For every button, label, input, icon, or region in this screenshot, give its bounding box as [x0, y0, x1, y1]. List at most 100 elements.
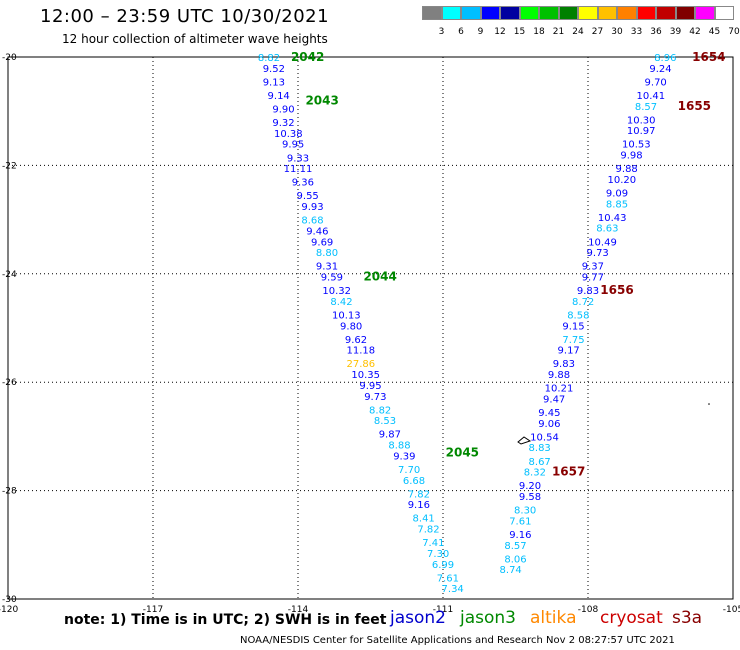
- swh-value-label: 9.95: [359, 381, 381, 392]
- swh-value-label: 10.30: [627, 115, 656, 126]
- colorbar-label: 42: [689, 27, 701, 37]
- swh-value-label: 8.96: [654, 53, 676, 64]
- swh-value-label: 8.82: [369, 405, 391, 416]
- legend-item-s3a: s3a: [672, 608, 703, 628]
- swh-value-label: 9.87: [379, 430, 401, 441]
- swh-value-label: 9.15: [562, 321, 584, 332]
- chart-subtitle: 12 hour collection of altimeter wave hei…: [62, 32, 328, 46]
- swh-value-label: 8.83: [529, 443, 551, 454]
- swh-value-label: 6.68: [403, 476, 425, 487]
- colorbar-swatch: [695, 6, 715, 20]
- swh-value-label: 9.83: [553, 359, 575, 370]
- swh-value-label: 7.61: [437, 573, 459, 584]
- swh-value-label: 8.57: [635, 102, 657, 113]
- swh-value-label: 7.70: [398, 465, 420, 476]
- swh-value-label: 9.98: [620, 151, 642, 162]
- swh-value-label: 8.80: [316, 248, 338, 259]
- swh-value-label: 9.33: [287, 153, 309, 164]
- swh-value-label: 8.30: [514, 506, 536, 517]
- colorbar-label: 39: [669, 27, 682, 37]
- swh-value-label: 10.35: [351, 370, 380, 381]
- swh-value-label: 10.21: [545, 384, 574, 395]
- x-tick-label: -111: [433, 605, 453, 615]
- swh-value-label: 9.73: [364, 392, 386, 403]
- colorbar-label: 36: [650, 27, 662, 37]
- x-tick-label: -108: [578, 605, 599, 615]
- swh-value-label: 9.14: [268, 91, 290, 102]
- colorbar-label: 18: [533, 27, 545, 37]
- swh-value-label: 9.16: [408, 500, 430, 511]
- colorbar-swatch: [636, 6, 656, 20]
- swh-value-label: 7.75: [562, 335, 584, 346]
- swh-value-label: 8.72: [572, 297, 594, 308]
- swh-value-label: 7.41: [422, 538, 444, 549]
- swh-value-label: 8.42: [330, 297, 352, 308]
- swh-value-label: 9.80: [340, 321, 362, 332]
- swh-value-label: 8.82: [258, 53, 280, 64]
- swh-value-label: 9.58: [519, 492, 541, 503]
- y-tick-label: -30: [2, 595, 17, 605]
- swh-value-label: 8.06: [504, 554, 526, 565]
- swh-value-label: 9.62: [345, 335, 367, 346]
- colorbar-label: 30: [611, 27, 623, 37]
- x-tick-label: -105: [723, 605, 740, 615]
- plot-frame: [7, 56, 734, 600]
- colorbar-label: 15: [513, 27, 526, 37]
- swh-value-label: 8.68: [301, 216, 323, 227]
- footer-credit: NOAA/NESDIS Center for Satellite Applica…: [240, 635, 675, 646]
- swh-value-label: 9.77: [582, 273, 604, 284]
- pass-time-label: 2042: [291, 50, 324, 64]
- swh-value-label: 9.16: [509, 530, 531, 541]
- swh-value-label: 9.55: [297, 191, 319, 202]
- swh-value-label: 8.57: [504, 541, 526, 552]
- swh-value-label: 9.93: [301, 202, 323, 213]
- legend-item-jason2: jason2: [390, 608, 446, 628]
- swh-value-label: 9.47: [543, 394, 565, 405]
- colorbar-label: 9: [477, 27, 484, 37]
- colorbar-label: 33: [630, 27, 643, 37]
- swh-value-label: 27.86: [347, 359, 376, 370]
- colorbar-swatch: [675, 6, 695, 20]
- swh-value-label: 8.53: [374, 416, 396, 427]
- colorbar-swatch: [539, 6, 559, 20]
- swh-value-label: 8.58: [567, 310, 589, 321]
- pass-time-label: 1655: [678, 99, 711, 113]
- swh-value-label: 10.32: [322, 286, 351, 297]
- colorbar-label: 70: [728, 27, 740, 37]
- pass-time-label: 2044: [363, 270, 396, 284]
- colorbar-swatch: [441, 6, 461, 20]
- y-tick-label: -20: [2, 53, 17, 63]
- swh-value-label: 9.06: [538, 419, 560, 430]
- swh-value-label: 9.37: [582, 262, 604, 273]
- colorbar-swatch: [558, 6, 578, 20]
- x-tick-label: -120: [0, 605, 18, 615]
- legend-item-jason3: jason3: [460, 608, 516, 628]
- swh-value-label: 9.59: [321, 273, 343, 284]
- swh-value-label: 9.69: [311, 237, 333, 248]
- swh-value-label: 8.85: [606, 199, 628, 210]
- legend-item-cryosat: cryosat: [600, 608, 663, 628]
- pass-time-label: 1657: [552, 465, 585, 479]
- colorbar-swatch: [656, 6, 676, 20]
- swh-value-label: 9.31: [316, 262, 338, 273]
- swh-value-label: 8.74: [500, 565, 522, 576]
- pass-time-label: 2043: [305, 93, 338, 107]
- swh-value-label: 8.67: [529, 457, 551, 468]
- swh-value-label: 10.97: [627, 126, 656, 137]
- swh-value-label: 8.63: [596, 224, 618, 235]
- colorbar-swatch: [480, 6, 500, 20]
- swh-value-label: 7.61: [509, 516, 531, 527]
- colorbar-swatch: [617, 6, 637, 20]
- swh-value-label: 9.52: [263, 64, 285, 75]
- swh-value-label: 9.09: [606, 189, 628, 200]
- swh-value-label: 7.82: [408, 489, 430, 500]
- island-dot: [708, 403, 710, 405]
- swh-value-label: 10.13: [332, 310, 361, 321]
- colorbar-label: 12: [494, 27, 506, 37]
- footer-note: note: 1) Time is in UTC; 2) SWH is in fe…: [64, 612, 387, 628]
- colorbar-label: 6: [458, 27, 464, 37]
- swh-value-label: 10.41: [637, 91, 666, 102]
- y-tick-label: -28: [2, 487, 17, 497]
